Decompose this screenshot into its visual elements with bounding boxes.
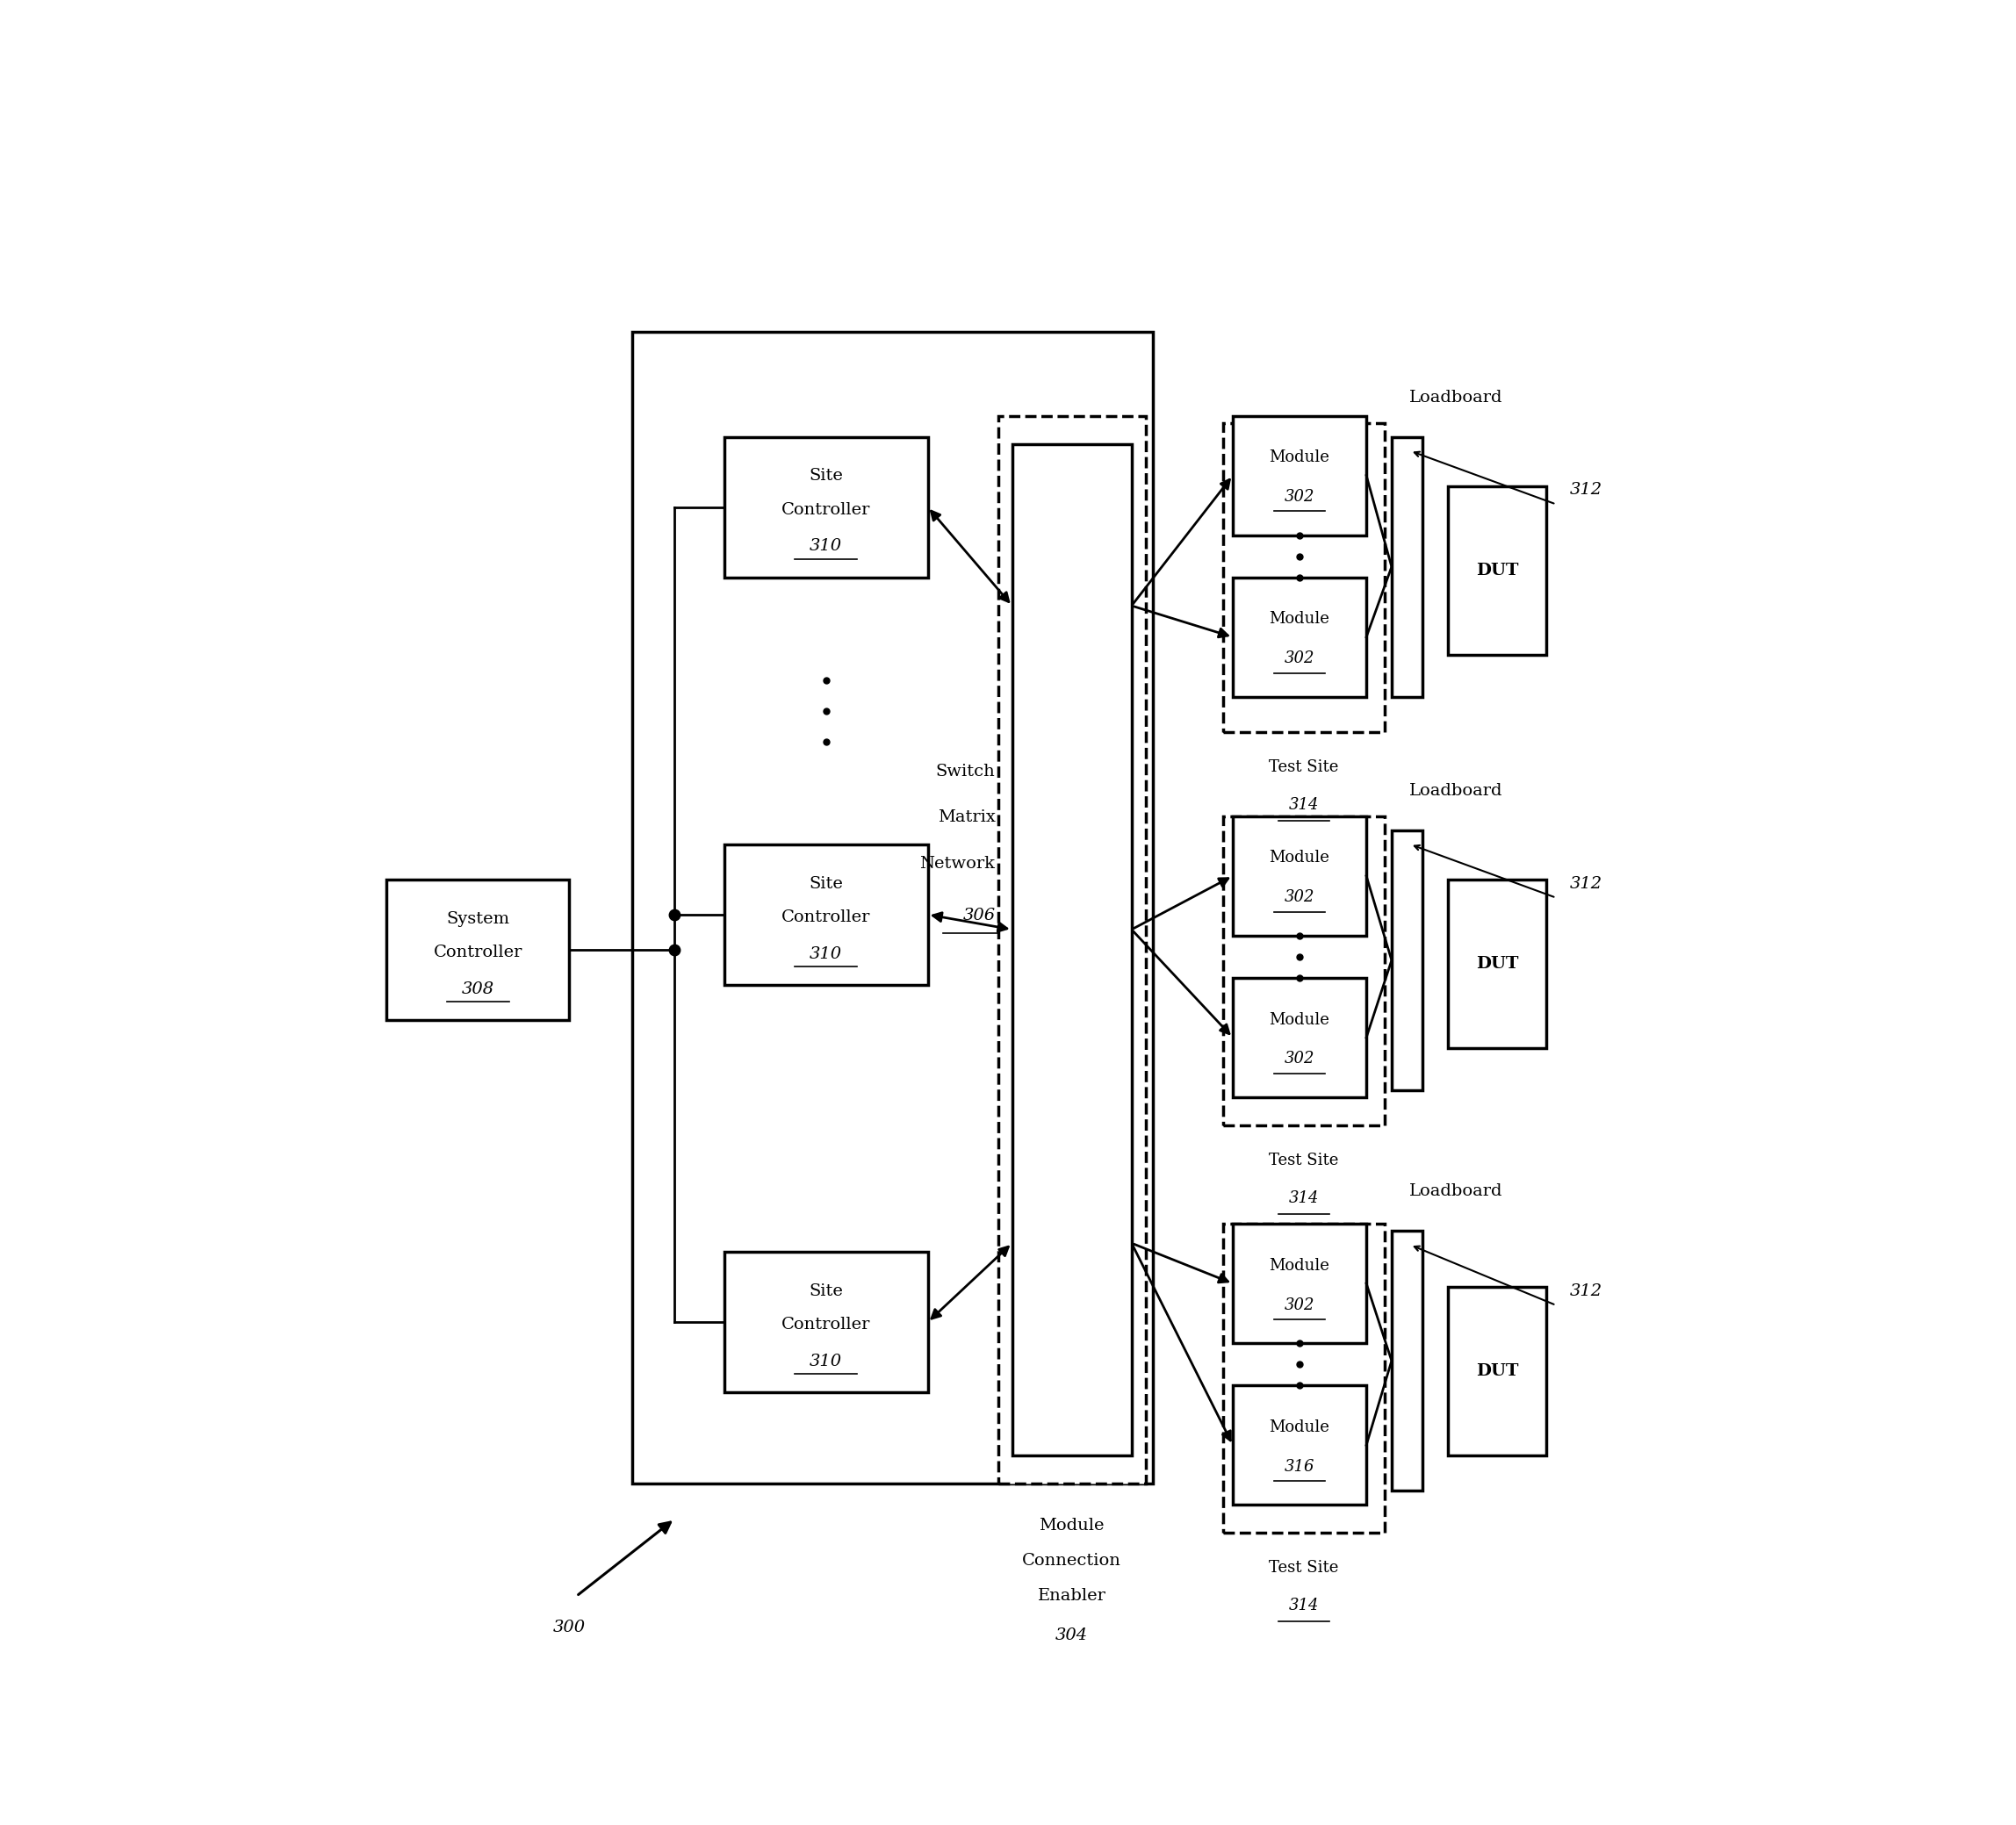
Text: 312: 312 (1570, 876, 1603, 892)
Text: Network: Network (919, 856, 996, 872)
Bar (724, 845, 927, 986)
Bar (1447, 1287, 1546, 1456)
Text: Connection: Connection (1022, 1553, 1121, 1570)
Bar (1224, 816, 1385, 1126)
Text: Enabler: Enabler (1038, 1588, 1107, 1604)
Text: Test Site: Test Site (1268, 1560, 1339, 1577)
Bar (1224, 1225, 1385, 1533)
Text: Loadboard: Loadboard (1409, 783, 1504, 799)
Bar (1234, 816, 1367, 936)
Text: Controller: Controller (782, 909, 871, 925)
Bar (1012, 443, 1131, 1456)
Text: 306: 306 (964, 909, 996, 923)
Bar (1224, 423, 1385, 732)
Bar (724, 436, 927, 577)
Bar (1234, 1385, 1367, 1506)
Text: Module: Module (1270, 611, 1331, 628)
Text: DUT: DUT (1476, 1363, 1518, 1380)
Text: DUT: DUT (1476, 562, 1518, 579)
Text: 312: 312 (1570, 1283, 1603, 1299)
Bar (1234, 978, 1367, 1097)
Text: DUT: DUT (1476, 956, 1518, 971)
Bar (1447, 485, 1546, 655)
Text: Site: Site (808, 1283, 843, 1299)
Text: System: System (446, 911, 510, 927)
Bar (633, 332, 1153, 1484)
Bar (998, 416, 1145, 1484)
Text: 310: 310 (810, 1354, 843, 1369)
Text: Module: Module (1270, 1420, 1331, 1434)
Text: Module: Module (1270, 1257, 1331, 1274)
Text: 300: 300 (552, 1619, 587, 1635)
Bar (724, 1252, 927, 1392)
Bar (1391, 436, 1423, 697)
Text: Module: Module (1270, 850, 1331, 865)
Text: 302: 302 (1284, 1051, 1314, 1068)
Text: Module: Module (1270, 1011, 1331, 1027)
Text: Loadboard: Loadboard (1409, 1184, 1504, 1199)
Text: Matrix: Matrix (937, 810, 996, 825)
Bar (1234, 416, 1367, 535)
Text: 316: 316 (1284, 1458, 1314, 1475)
Text: Module: Module (1038, 1518, 1105, 1533)
Text: 302: 302 (1284, 1298, 1314, 1312)
Text: Controller: Controller (782, 502, 871, 518)
Bar (1391, 1230, 1423, 1491)
Text: Module: Module (1270, 449, 1331, 465)
Text: Test Site: Test Site (1268, 1153, 1339, 1168)
Text: 308: 308 (462, 982, 494, 996)
Text: 314: 314 (1288, 798, 1318, 812)
Text: Site: Site (808, 876, 843, 892)
Text: 314: 314 (1288, 1190, 1318, 1206)
Text: 304: 304 (1056, 1628, 1089, 1643)
Bar (1234, 577, 1367, 697)
Bar (387, 880, 569, 1020)
Text: Loadboard: Loadboard (1409, 389, 1504, 405)
Bar (1447, 880, 1546, 1048)
Text: Site: Site (808, 469, 843, 484)
Bar (1391, 830, 1423, 1090)
Text: 314: 314 (1288, 1599, 1318, 1613)
Text: 312: 312 (1570, 482, 1603, 498)
Text: Switch: Switch (935, 763, 996, 779)
Text: 302: 302 (1284, 489, 1314, 506)
Text: 310: 310 (810, 945, 843, 962)
Text: Controller: Controller (782, 1318, 871, 1332)
Text: Controller: Controller (433, 945, 522, 960)
Text: Test Site: Test Site (1268, 759, 1339, 776)
Bar (1234, 1225, 1367, 1343)
Text: 310: 310 (810, 538, 843, 555)
Text: 302: 302 (1284, 889, 1314, 905)
Text: 302: 302 (1284, 652, 1314, 666)
